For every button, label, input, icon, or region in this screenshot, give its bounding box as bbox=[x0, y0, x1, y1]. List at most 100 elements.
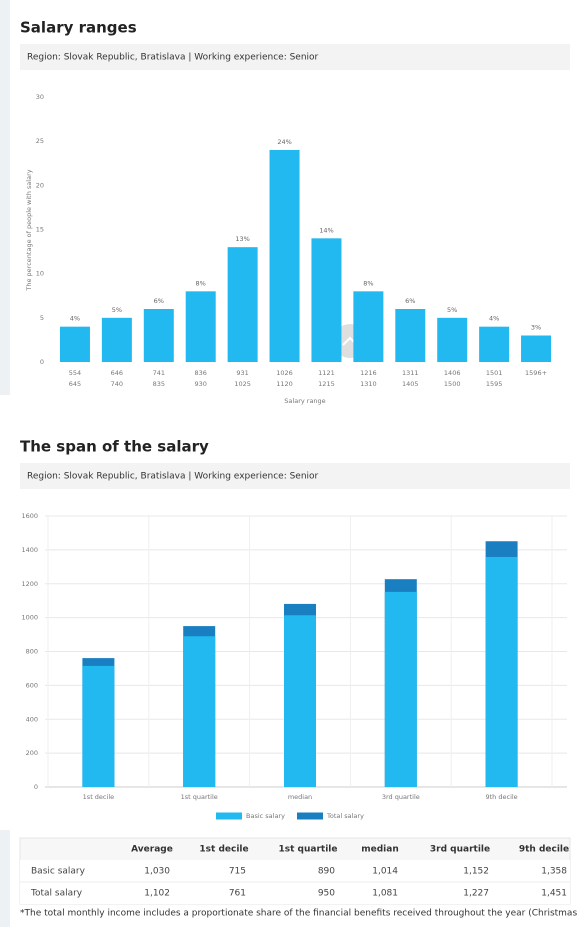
x-tick-label: 3rd quartile bbox=[382, 793, 420, 801]
bar bbox=[284, 615, 316, 787]
section-title: Salary ranges bbox=[20, 19, 137, 37]
table-header: Average bbox=[131, 845, 173, 855]
bar bbox=[183, 636, 216, 787]
x-tick-label: 1596+ bbox=[525, 369, 547, 377]
value-label: 14% bbox=[319, 226, 333, 234]
legend-label: Basic salary bbox=[246, 812, 285, 820]
bar bbox=[353, 291, 384, 362]
y-tick-label: 1000 bbox=[21, 614, 38, 622]
table-cell: 1,030 bbox=[144, 867, 170, 877]
x-tick-label: 1215 bbox=[318, 380, 335, 388]
y-tick-label: 0 bbox=[40, 358, 44, 366]
x-tick-label: 1405 bbox=[402, 380, 419, 388]
table-cell: 1,081 bbox=[372, 889, 398, 899]
x-tick-label: 740 bbox=[111, 380, 123, 388]
subtitle-box bbox=[20, 44, 570, 70]
y-tick-label: 600 bbox=[26, 681, 38, 689]
bar bbox=[384, 591, 417, 787]
table-cell: 1,227 bbox=[463, 889, 489, 899]
table-cell: 1,102 bbox=[144, 889, 170, 899]
value-label: 8% bbox=[363, 279, 373, 287]
y-tick-label: 400 bbox=[26, 715, 38, 723]
subtitle: Region: Slovak Republic, Bratislava | Wo… bbox=[27, 472, 319, 482]
x-tick-label: 1310 bbox=[360, 380, 377, 388]
bar bbox=[143, 309, 174, 362]
row-label: Basic salary bbox=[31, 867, 86, 877]
table-cell: 1,358 bbox=[541, 867, 567, 877]
x-tick-label: 931 bbox=[236, 369, 248, 377]
bar bbox=[521, 335, 552, 362]
bar bbox=[311, 238, 342, 362]
x-tick-label: 1120 bbox=[276, 380, 293, 388]
y-tick-label: 800 bbox=[26, 648, 38, 656]
y-tick-label: 25 bbox=[36, 137, 44, 145]
table-cell: 1,014 bbox=[372, 867, 398, 877]
bar bbox=[101, 317, 132, 362]
bar bbox=[227, 247, 258, 362]
y-axis-label: The percentage of people with salary bbox=[25, 169, 33, 291]
footnote: *The total monthly income includes a pro… bbox=[20, 909, 577, 919]
table-cell: 1,451 bbox=[541, 889, 567, 899]
x-tick-label: 1216 bbox=[360, 369, 377, 377]
x-tick-label: 645 bbox=[69, 380, 81, 388]
bar bbox=[485, 556, 518, 787]
y-tick-label: 20 bbox=[36, 181, 44, 189]
bar bbox=[269, 150, 300, 362]
value-label: 6% bbox=[405, 297, 415, 305]
x-tick-label: 1406 bbox=[444, 369, 461, 377]
subtitle-box bbox=[20, 463, 570, 489]
y-tick-label: 1400 bbox=[21, 546, 38, 554]
bar bbox=[59, 326, 90, 362]
side-strip bbox=[0, 830, 10, 927]
table-header: 1st decile bbox=[199, 845, 248, 855]
table-cell: 761 bbox=[229, 889, 246, 899]
x-tick-label: 741 bbox=[153, 369, 165, 377]
x-tick-label: 1501 bbox=[486, 369, 503, 377]
x-tick-label: 1500 bbox=[444, 380, 461, 388]
bar bbox=[185, 291, 216, 362]
x-tick-label: median bbox=[288, 793, 312, 801]
x-axis-label: Salary range bbox=[284, 397, 325, 405]
value-label: 5% bbox=[447, 306, 457, 314]
table-cell: 890 bbox=[318, 867, 335, 877]
y-tick-label: 30 bbox=[36, 93, 44, 101]
x-tick-label: 1026 bbox=[276, 369, 293, 377]
x-tick-label: 1025 bbox=[234, 380, 251, 388]
section-title: The span of the salary bbox=[20, 438, 209, 456]
value-label: 4% bbox=[489, 315, 499, 323]
side-strip bbox=[0, 0, 10, 395]
y-tick-label: 10 bbox=[36, 270, 44, 278]
table-cell: 715 bbox=[229, 867, 246, 877]
value-label: 8% bbox=[196, 279, 206, 287]
legend-swatch bbox=[216, 812, 242, 820]
y-tick-label: 5 bbox=[40, 314, 44, 322]
x-tick-label: 1311 bbox=[402, 369, 419, 377]
subtitle: Region: Slovak Republic, Bratislava | Wo… bbox=[27, 53, 319, 63]
table-cell: 1,152 bbox=[463, 867, 489, 877]
legend-swatch bbox=[297, 812, 323, 820]
x-tick-label: 835 bbox=[153, 380, 165, 388]
value-label: 24% bbox=[277, 138, 291, 146]
x-tick-label: 1st decile bbox=[83, 793, 114, 801]
legend-label: Total salary bbox=[326, 812, 364, 820]
table-header: 3rd quartile bbox=[430, 845, 490, 855]
bar bbox=[395, 309, 426, 362]
y-tick-label: 0 bbox=[34, 783, 38, 791]
value-label: 5% bbox=[112, 306, 122, 314]
x-tick-label: 9th decile bbox=[486, 793, 518, 801]
bar bbox=[437, 317, 468, 362]
x-tick-label: 1st quartile bbox=[181, 793, 218, 801]
y-tick-label: 15 bbox=[36, 226, 44, 234]
value-label: 13% bbox=[235, 235, 249, 243]
table-header: 9th decile bbox=[519, 845, 569, 855]
x-tick-label: 1121 bbox=[318, 369, 335, 377]
table-header: median bbox=[361, 845, 399, 855]
x-tick-label: 554 bbox=[69, 369, 81, 377]
x-tick-label: 930 bbox=[194, 380, 206, 388]
value-label: 3% bbox=[531, 324, 541, 332]
y-tick-label: 1200 bbox=[21, 580, 38, 588]
table-header: 1st quartile bbox=[279, 845, 338, 855]
y-tick-label: 1600 bbox=[21, 512, 38, 520]
table-cell: 950 bbox=[318, 889, 335, 899]
